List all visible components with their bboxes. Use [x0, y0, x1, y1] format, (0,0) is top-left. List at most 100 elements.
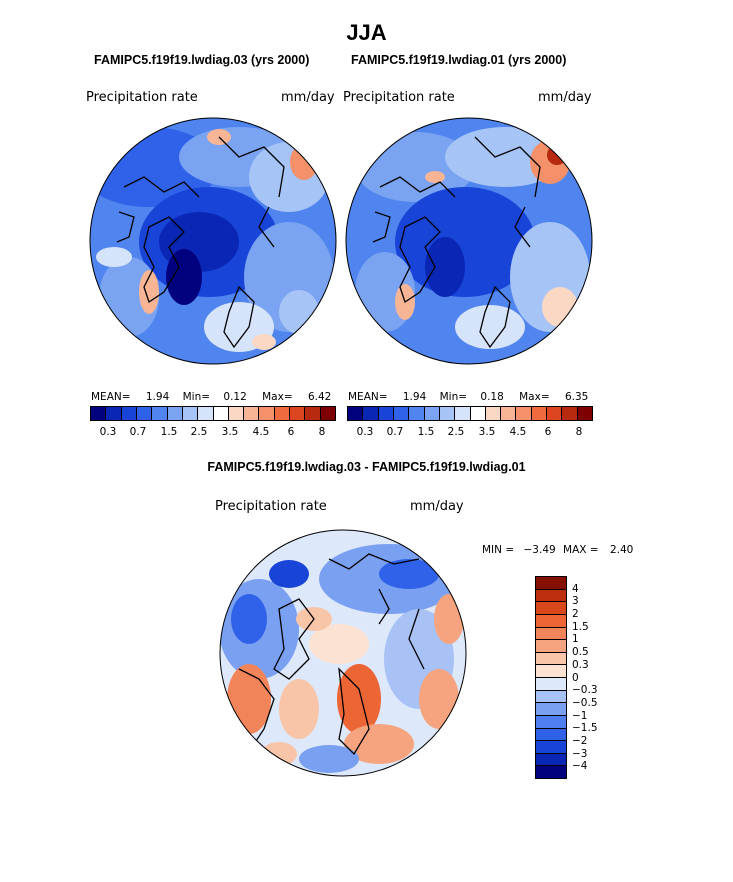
- left-colorbar-swatch: [167, 407, 183, 420]
- left-colorbar-swatch: [121, 407, 137, 420]
- right-colorbar-swatch: [577, 407, 592, 420]
- right-colorbar-swatch: [485, 407, 502, 420]
- diff-colorbar-level: 3: [572, 595, 579, 608]
- left-colorbar-swatch: [305, 407, 321, 420]
- left-colorbar-ticks: 0.3 0.7 1.5 2.5 3.5 4.5 6 8: [90, 426, 336, 440]
- diff-colorbar-swatch: [536, 640, 566, 653]
- right-colorbar-swatch: [531, 407, 548, 420]
- left-tick: 0.3: [99, 426, 117, 438]
- right-colorbar: [347, 406, 593, 421]
- diff-colorbar-swatch: [536, 614, 566, 628]
- left-min-label: Min=: [182, 391, 211, 403]
- right-colorbar-swatch: [455, 407, 471, 420]
- diff-colorbar-level: 4: [572, 582, 579, 595]
- left-mean-label: MEAN=: [91, 391, 131, 403]
- left-colorbar-swatch: [106, 407, 122, 420]
- right-max-label: Max=: [519, 391, 550, 403]
- left-colorbar-swatch: [213, 407, 229, 420]
- right-tick: 1.5: [417, 426, 435, 438]
- left-tick: 3.5: [221, 426, 239, 438]
- left-max-label: Max=: [262, 391, 293, 403]
- right-tick: 0.3: [356, 426, 374, 438]
- right-max-value: 6.35: [564, 391, 589, 403]
- diff-colorbar-level: −0.5: [572, 696, 598, 709]
- diff-colorbar-level: 1.5: [572, 620, 589, 633]
- left-tick: 0.7: [129, 426, 147, 438]
- season-title: JJA: [346, 20, 387, 45]
- left-precip-map: [89, 117, 337, 365]
- left-tick: 4.5: [252, 426, 270, 438]
- right-colorbar-swatch: [501, 407, 517, 420]
- left-max-value: 6.42: [307, 391, 332, 403]
- diff-colorbar-level: −3: [572, 747, 588, 760]
- diff-colorbar-level: 0: [572, 671, 579, 684]
- left-colorbar-swatch: [274, 407, 291, 420]
- right-units-label: mm/day: [538, 90, 592, 105]
- right-tick: 8: [575, 426, 583, 438]
- left-tick: 8: [318, 426, 326, 438]
- left-variable-label: Precipitation rate: [86, 90, 198, 105]
- right-tick: 4.5: [509, 426, 527, 438]
- left-colorbar-swatch: [228, 407, 245, 420]
- diff-colorbar-swatch: [536, 741, 566, 754]
- right-colorbar-swatch: [547, 407, 563, 420]
- diff-panel-title: FAMIPC5.f19f19.lwdiag.03 - FAMIPC5.f19f1…: [207, 460, 526, 474]
- right-variable-label: Precipitation rate: [343, 90, 455, 105]
- right-panel-title: FAMIPC5.f19f19.lwdiag.01 (yrs 2000): [351, 53, 567, 67]
- left-mean-value: 1.94: [145, 391, 170, 403]
- left-colorbar-swatch: [91, 407, 107, 420]
- right-mean-value: 1.94: [402, 391, 427, 403]
- right-min-label: Min=: [439, 391, 468, 403]
- right-min-value: 0.18: [480, 391, 504, 403]
- right-colorbar-swatch: [516, 407, 532, 420]
- diff-max-value: 2.40: [609, 544, 634, 556]
- right-mean-label: MEAN=: [348, 391, 388, 403]
- right-colorbar-swatch: [439, 407, 456, 420]
- diff-precip-map: [219, 529, 467, 777]
- left-panel-title: FAMIPC5.f19f19.lwdiag.03 (yrs 2000): [94, 53, 310, 67]
- diff-units-label: mm/day: [410, 499, 464, 514]
- right-colorbar-swatch: [409, 407, 425, 420]
- diff-colorbar-swatch: [536, 715, 566, 729]
- right-colorbar-swatch: [363, 407, 379, 420]
- diff-stats: MIN = −3.49 MAX = 2.40: [482, 544, 633, 556]
- left-units-label: mm/day: [281, 90, 335, 105]
- diff-colorbar-swatch: [536, 665, 566, 678]
- left-colorbar-swatch: [198, 407, 214, 420]
- diff-colorbar-swatch: [536, 690, 566, 704]
- right-colorbar-swatch: [348, 407, 364, 420]
- left-tick: 1.5: [160, 426, 178, 438]
- left-colorbar-swatch: [152, 407, 168, 420]
- diff-colorbar-swatch: [536, 577, 566, 590]
- diff-colorbar-level: −0.3: [572, 684, 598, 697]
- left-colorbar-swatch: [244, 407, 260, 420]
- diff-colorbar-level: −2: [572, 734, 588, 747]
- diff-colorbar-level: 2: [572, 608, 579, 621]
- left-colorbar-swatch: [320, 407, 335, 420]
- right-tick: 2.5: [447, 426, 465, 438]
- right-tick: 0.7: [386, 426, 404, 438]
- right-colorbar-swatch: [470, 407, 486, 420]
- left-colorbar-swatch: [182, 407, 199, 420]
- diff-colorbar-level: 1: [572, 633, 579, 646]
- left-stats: MEAN= 1.94 Min= 0.12 Max= 6.42: [91, 391, 331, 403]
- right-stats: MEAN= 1.94 Min= 0.18 Max= 6.35: [348, 391, 588, 403]
- right-colorbar-swatch: [424, 407, 440, 420]
- right-colorbar-ticks: 0.3 0.7 1.5 2.5 3.5 4.5 6 8: [347, 426, 593, 440]
- right-tick: 6: [544, 426, 552, 438]
- diff-colorbar-swatch: [536, 703, 566, 716]
- right-precip-map: [345, 117, 593, 365]
- diff-colorbar-swatch: [536, 728, 566, 742]
- right-colorbar-swatch: [393, 407, 410, 420]
- left-colorbar-swatch: [290, 407, 306, 420]
- diff-colorbar-labels: 4 3 2 1.5 1 0.5 0.3 0 −0.3 −0.5 −1 −1.5 −2 −3 −4: [572, 576, 632, 779]
- diff-colorbar-swatch: [536, 627, 566, 641]
- left-tick: 2.5: [190, 426, 208, 438]
- diff-colorbar-level: −1.5: [572, 722, 598, 735]
- diff-variable-label: Precipitation rate: [215, 499, 327, 514]
- diff-colorbar-level: −1: [572, 709, 588, 722]
- diff-colorbar-swatch: [536, 589, 566, 603]
- diff-colorbar-level: −4: [572, 760, 588, 773]
- diff-min-value: −3.49: [523, 544, 556, 556]
- right-colorbar-swatch: [562, 407, 578, 420]
